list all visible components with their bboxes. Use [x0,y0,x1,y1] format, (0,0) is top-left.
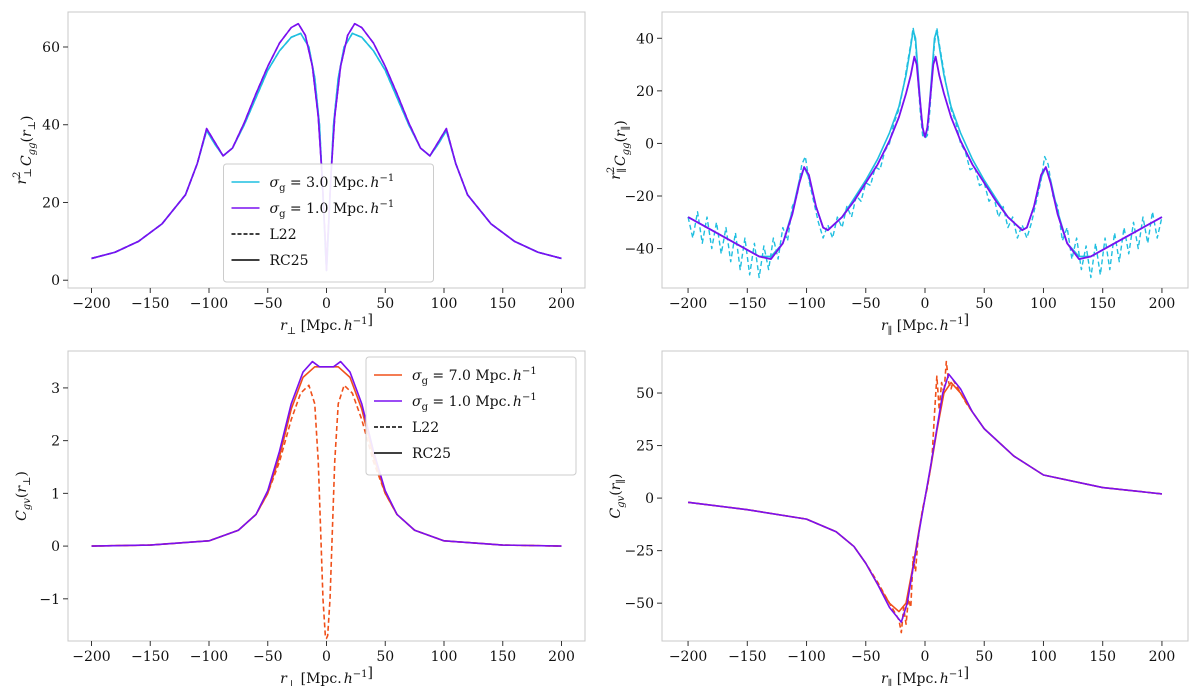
x-tick-label: −50 [851,649,881,665]
y-tick-label: −1 [39,592,60,608]
y-tick-label: 0 [645,491,654,507]
chart-panel-gg-par: −200 −150 −100 −50 0 50 100 150 200−40−2002040r∥… [606,11,1189,337]
x-tick-label: 200 [548,296,575,312]
x-tick-label: 100 [431,649,458,665]
x-tick-label: 50 [975,649,993,665]
x-tick-label: −150 [131,296,169,312]
legend-entry-label: σg = 3.0 Mpc. h−1 [270,173,395,194]
legend-entry-label: L22 [412,420,439,436]
y-tick-label: 40 [636,31,654,47]
x-tick-label: −100 [190,296,228,312]
x-tick-label: 200 [1149,296,1176,312]
x-tick-label: 200 [548,649,575,665]
legend-entry-label: RC25 [270,253,309,269]
x-tick-label: 0 [921,649,930,665]
series-line-2 [91,360,562,547]
legend-entry-label: σg = 1.0 Mpc. h−1 [412,392,537,413]
x-tick-label: −200 [669,296,707,312]
x-tick-label: −100 [787,649,825,665]
y-tick-label: 3 [51,381,60,397]
y-tick-label: −20 [624,189,654,205]
x-tick-label: −100 [787,296,825,312]
y-tick-label: 50 [636,386,654,402]
y-tick-label: 40 [42,118,60,134]
y-axis-label: Cgv(r∥) [608,473,627,518]
y-tick-label: 0 [645,136,654,152]
y-axis-label: Cgv(r⊥) [14,471,33,521]
series-group [687,27,1163,279]
x-axis-label: r⊥ [Mpc. h−1] [280,665,373,686]
x-tick-label: −50 [253,649,283,665]
x-tick-label: −150 [728,296,766,312]
x-tick-label: −50 [253,296,283,312]
series-line-1 [687,29,1163,258]
legend-entry-label: RC25 [412,446,451,462]
x-tick-label: 50 [376,296,394,312]
legend-entry-label: L22 [270,227,297,243]
y-tick-label: 2 [51,434,60,450]
x-tick-label: −200 [72,649,110,665]
series-line-2 [687,55,1163,260]
chart-panel-gv-perp: −200 −150 −100 −50 0 50 100 150 200 −1 0 1 2 3 r⊥ [Mpc… [14,350,586,686]
x-tick-label: 0 [322,649,331,665]
x-tick-label: −150 [131,649,169,665]
x-tick-label: 150 [1089,296,1116,312]
chart-panel-gv-par: −200 −150 −100 −50 0 50 100 150 200 −50 −25 0 25 50 r∥… [608,350,1189,686]
y-tick-label: 0 [51,539,60,555]
legend-entry-label: σg = 7.0 Mpc. h−1 [412,366,537,387]
y-tick-label: −25 [624,544,654,560]
x-axis-label: r⊥ [Mpc. h−1] [280,312,373,337]
x-tick-label: 50 [975,296,993,312]
x-tick-label: −200 [72,296,110,312]
x-tick-label: −150 [728,649,766,665]
x-tick-label: 50 [376,649,394,665]
x-tick-label: −50 [851,296,881,312]
y-tick-label: 1 [51,486,60,502]
x-tick-label: 150 [489,649,516,665]
x-tick-label: 200 [1149,649,1176,665]
legend: σg = 3.0 Mpc. h−1 σg = 1.0 Mpc. h−1 L22 RC25 [223,163,434,283]
x-tick-label: −100 [190,649,228,665]
x-tick-label: 100 [431,296,458,312]
legend-box [223,163,434,283]
x-tick-label: 150 [1089,649,1116,665]
y-tick-label: 20 [42,195,60,211]
x-tick-label: 0 [921,296,930,312]
y-tick-label: 25 [636,439,654,455]
legend-box [365,356,577,476]
y-axis-label: r2⊥Cgg(r⊥) [12,115,38,184]
legend-entry-label: σg = 1.0 Mpc. h−1 [270,199,395,220]
x-tick-label: 100 [1030,649,1057,665]
x-tick-label: 150 [489,296,516,312]
y-tick-label: 20 [636,84,654,100]
series-group [687,360,1163,634]
series-line-2 [687,373,1163,623]
x-tick-label: 0 [322,296,331,312]
x-axis-label: r∥ [Mpc. h−1] [881,312,969,337]
y-tick-label: −40 [624,242,654,258]
series-group [91,360,562,640]
y-tick-label: −50 [624,596,654,612]
y-tick-label: 0 [51,273,60,289]
y-axis-label: r2∥Cgg(r∥) [606,120,632,180]
legend: σg = 7.0 Mpc. h−1 σg = 1.0 Mpc. h−1 L22 RC25 [365,356,577,476]
x-axis-label: r∥ [Mpc. h−1] [881,665,969,686]
x-tick-label: −200 [669,649,707,665]
chart-panel-gg-perp: −200 −150 −100 −50 0 50 100 150 200 0 20 40 60 r⊥ [Mp… [12,11,586,337]
x-tick-label: 100 [1030,296,1057,312]
series-line-0 [687,27,1163,279]
y-tick-label: 60 [42,40,60,56]
